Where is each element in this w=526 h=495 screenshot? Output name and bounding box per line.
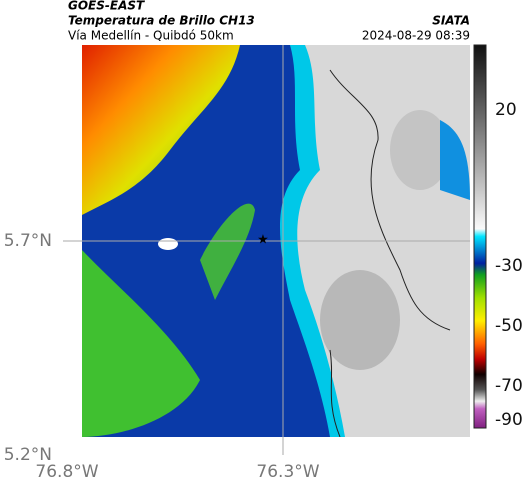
colorbar-tick-label: -30 <box>495 256 523 276</box>
timestamp: 2024-08-29 08:39 <box>362 29 470 43</box>
lat-label: 5.2°N <box>4 445 52 465</box>
colorbar-tick-label: -50 <box>495 316 523 336</box>
lon-label: 76.8°W <box>35 462 98 482</box>
colorbar-tick-label: -90 <box>495 410 523 430</box>
location-star: ★ <box>257 233 269 248</box>
header: GOES-EAST Temperatura de Brillo CH13 Vía… <box>68 0 470 43</box>
agency: SIATA <box>432 14 470 28</box>
source: GOES-EAST <box>68 0 145 13</box>
colorbar-tick-label: -70 <box>495 376 523 396</box>
colorbar-tick-label: 20 <box>495 100 517 120</box>
title: Temperatura de Brillo CH13 <box>68 14 255 28</box>
colorbar <box>473 44 487 429</box>
lat-label: 5.7°N <box>4 231 52 251</box>
lon-label: 76.3°W <box>256 462 319 482</box>
subtitle: Vía Medellín - Quibdó 50km <box>68 29 234 43</box>
